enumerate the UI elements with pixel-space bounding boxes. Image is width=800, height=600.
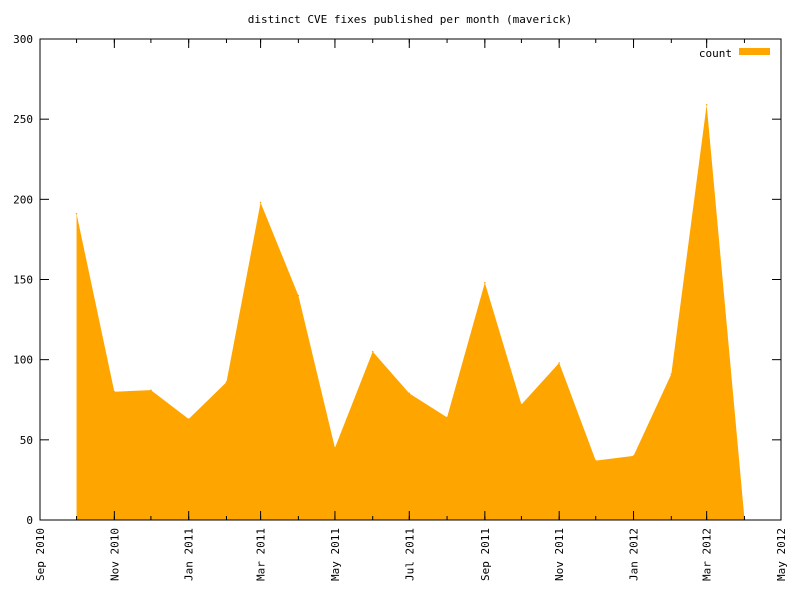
data-point-2010-11-01: [113, 390, 116, 393]
x-tick-label-2011-03-01: Mar 2011: [255, 528, 268, 581]
data-point-2011-07-01: [408, 392, 411, 395]
data-point-2011-03-01: [259, 201, 262, 204]
area-series-count: [76, 104, 745, 521]
data-point-2011-08-01: [446, 416, 448, 419]
data-point-2011-06-01: [371, 350, 374, 353]
y-tick-label-250: 250: [13, 113, 33, 126]
data-point-2012-03-01: [705, 103, 708, 106]
x-tick-label-2011-05-01: May 2011: [329, 528, 342, 581]
data-point-2010-12-01: [150, 389, 152, 391]
x-tick-label-2012-05-01: May 2012: [775, 528, 788, 581]
data-point-2011-09-01: [484, 281, 486, 284]
chart-title: distinct CVE fixes published per month (…: [248, 13, 573, 26]
y-tick-label-50: 50: [20, 434, 33, 447]
data-point-2011-11-01: [558, 362, 560, 364]
y-tick-label-100: 100: [13, 354, 33, 367]
y-tick-label-150: 150: [13, 274, 33, 287]
data-point-2011-04-01: [297, 294, 300, 297]
x-tick-label-2011-07-01: Jul 2011: [403, 528, 416, 581]
y-tick-label-300: 300: [13, 33, 33, 46]
data-point-2011-02-01: [225, 381, 228, 383]
data-point-2012-02-01: [670, 373, 673, 375]
x-tick-label-2011-11-01: Nov 2011: [553, 528, 566, 581]
y-tick-label-0: 0: [26, 514, 33, 527]
plot-frame: [39, 38, 782, 521]
x-tick-label-2011-01-01: Jan 2011: [183, 528, 196, 581]
data-point-2011-05-01: [334, 447, 336, 449]
data-point-2011-12-01: [594, 459, 597, 462]
legend: count: [699, 47, 770, 60]
legend-swatch-count: [739, 48, 770, 55]
data-point-2011-01-01: [187, 418, 190, 420]
data-point-2010-10-01: [75, 212, 78, 215]
data-point-2011-10-01: [520, 403, 523, 406]
x-tick-label-2012-01-01: Jan 2012: [628, 528, 641, 581]
x-tick-label-2010-11-01: Nov 2010: [108, 528, 121, 581]
x-tick-label-2010-09-01: Sep 2010: [34, 528, 47, 581]
x-tick-label-2012-03-01: Mar 2012: [701, 528, 714, 581]
data-point-2012-01-01: [632, 455, 635, 457]
x-tick-label-2011-09-01: Sep 2011: [479, 528, 492, 581]
legend-label-count: count: [699, 47, 732, 60]
y-tick-label-200: 200: [13, 193, 33, 206]
